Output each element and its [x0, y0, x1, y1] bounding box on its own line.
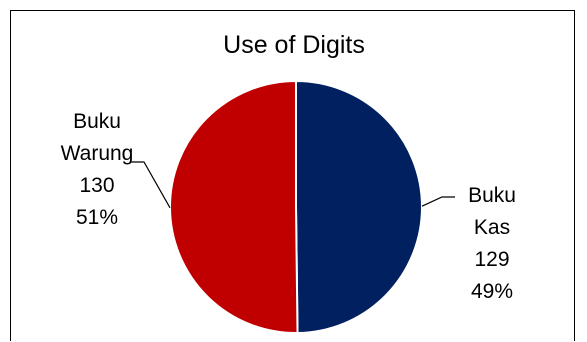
data-label-buku-warung-line-3: 51% — [76, 206, 118, 229]
data-label-buku-kas-line-3: 49% — [471, 280, 513, 303]
data-label-buku-kas-line-0: Buku — [468, 184, 516, 207]
pie-slice-buku-warung — [169, 79, 299, 334]
leader-line-buku-warung — [131, 161, 171, 209]
leader-line-buku-kas — [421, 196, 455, 207]
pie-chart: Use of Digits Buku Warung 130 51% Buku Kas 129… — [61, 31, 516, 335]
leader-lines — [131, 161, 455, 209]
data-label-buku-warung-line-1: Warung — [61, 142, 134, 165]
data-label-buku-warung-line-2: 130 — [79, 174, 114, 197]
data-label-buku-warung-line-0: Buku — [73, 110, 121, 133]
data-label-buku-kas-line-1: Kas — [474, 216, 510, 239]
slice-labels: Buku Warung 130 51% Buku Kas 129 49% — [61, 110, 516, 303]
chart-title: Use of Digits — [223, 31, 365, 59]
pie-slices — [169, 79, 423, 335]
pie-slice-buku-kas — [295, 79, 423, 335]
chart-frame: Use of Digits Buku Warung 130 51% Buku Kas 129… — [10, 10, 575, 341]
data-label-buku-kas-line-2: 129 — [474, 248, 509, 271]
